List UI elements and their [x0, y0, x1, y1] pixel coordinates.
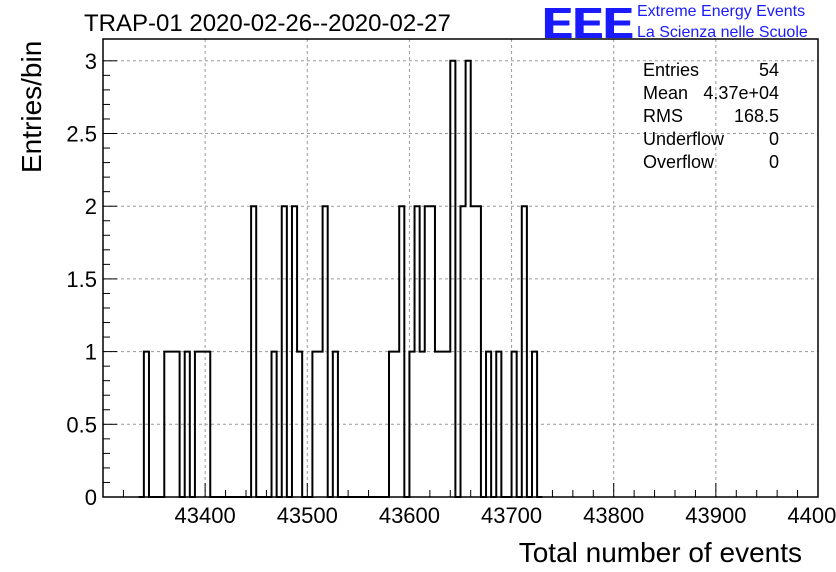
y-axis-label: Entries/bin — [16, 40, 47, 173]
y-tick-label: 1.5 — [66, 267, 97, 292]
stats-value: 168.5 — [733, 106, 779, 126]
x-tick-label: 43900 — [685, 503, 746, 528]
stats-value: 54 — [758, 60, 779, 80]
y-tick-label: 0 — [85, 485, 97, 510]
stats-value: 0 — [768, 129, 779, 149]
stats-value: 0 — [768, 152, 779, 172]
y-tick-label: 0.5 — [66, 412, 97, 437]
x-tick-label: 43500 — [277, 503, 338, 528]
stats-value: 4.37e+04 — [703, 83, 779, 103]
stats-box: Entries 54 Mean 4.37e+04 RMS 168.5 Under… — [641, 59, 781, 174]
stats-row-overflow: Overflow 0 — [641, 151, 781, 174]
stats-row-entries: Entries 54 — [641, 59, 781, 82]
y-tick-label: 1 — [85, 340, 97, 365]
stats-key: RMS — [643, 106, 683, 126]
stats-key: Entries — [643, 60, 700, 80]
x-tick-label: 43700 — [481, 503, 542, 528]
plot-frame — [102, 38, 819, 498]
logo-line-1: Extreme Energy Events — [637, 3, 806, 20]
y-axis-ticks: 0 0.5 1 1.5 2 2.5 3 — [66, 49, 117, 510]
stats-row-mean: Mean 4.37e+04 — [641, 82, 781, 105]
x-axis-label: Total number of events — [518, 537, 802, 568]
y-tick-label: 2 — [85, 194, 97, 219]
y-tick-label: 3 — [85, 49, 97, 74]
x-tick-label: 43400 — [175, 503, 236, 528]
x-tick-label: 43600 — [379, 503, 440, 528]
x-tick-label: 43800 — [583, 503, 644, 528]
stats-row-underflow: Underflow 0 — [641, 128, 781, 151]
eee-logo: EEE — [543, 0, 635, 48]
stats-key: Mean — [643, 83, 689, 103]
logo-line-2: La Scienza nelle Scuole — [637, 24, 808, 41]
histogram-bins — [144, 61, 537, 497]
stats-row-rms: RMS 168.5 — [641, 105, 781, 128]
histogram-outline — [138, 59, 543, 498]
stats-key: Overflow — [643, 152, 715, 172]
y-tick-label: 2.5 — [66, 122, 97, 147]
stats-key: Underflow — [643, 129, 725, 149]
chart-title: TRAP-01 2020-02-26--2020-02-27 — [84, 10, 451, 37]
